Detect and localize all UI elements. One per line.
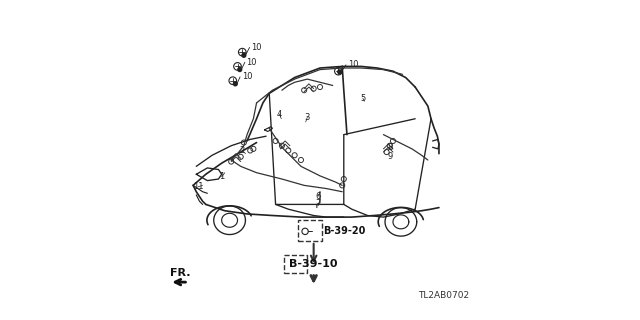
Text: 11: 11 (193, 182, 203, 191)
Text: 10: 10 (246, 58, 257, 67)
Text: 2: 2 (239, 146, 245, 155)
Text: B-39-20: B-39-20 (323, 226, 365, 236)
Text: TL2AB0702: TL2AB0702 (418, 291, 469, 300)
Text: 7: 7 (316, 199, 321, 208)
Text: 4: 4 (276, 109, 282, 118)
Text: 5: 5 (360, 94, 365, 103)
Text: 10: 10 (242, 72, 252, 81)
Circle shape (234, 82, 237, 86)
Circle shape (338, 70, 342, 74)
Text: B-39-10: B-39-10 (289, 259, 338, 269)
Text: 9: 9 (387, 152, 392, 161)
Text: FR.: FR. (170, 268, 191, 278)
Text: 10: 10 (251, 43, 262, 52)
Circle shape (238, 68, 242, 71)
Text: 8: 8 (387, 143, 392, 152)
Circle shape (242, 53, 246, 57)
FancyBboxPatch shape (284, 255, 307, 273)
FancyBboxPatch shape (298, 220, 321, 241)
Text: 1: 1 (219, 172, 224, 181)
Text: 10: 10 (348, 60, 358, 69)
Text: 6: 6 (316, 192, 321, 201)
Text: 3: 3 (305, 113, 310, 122)
